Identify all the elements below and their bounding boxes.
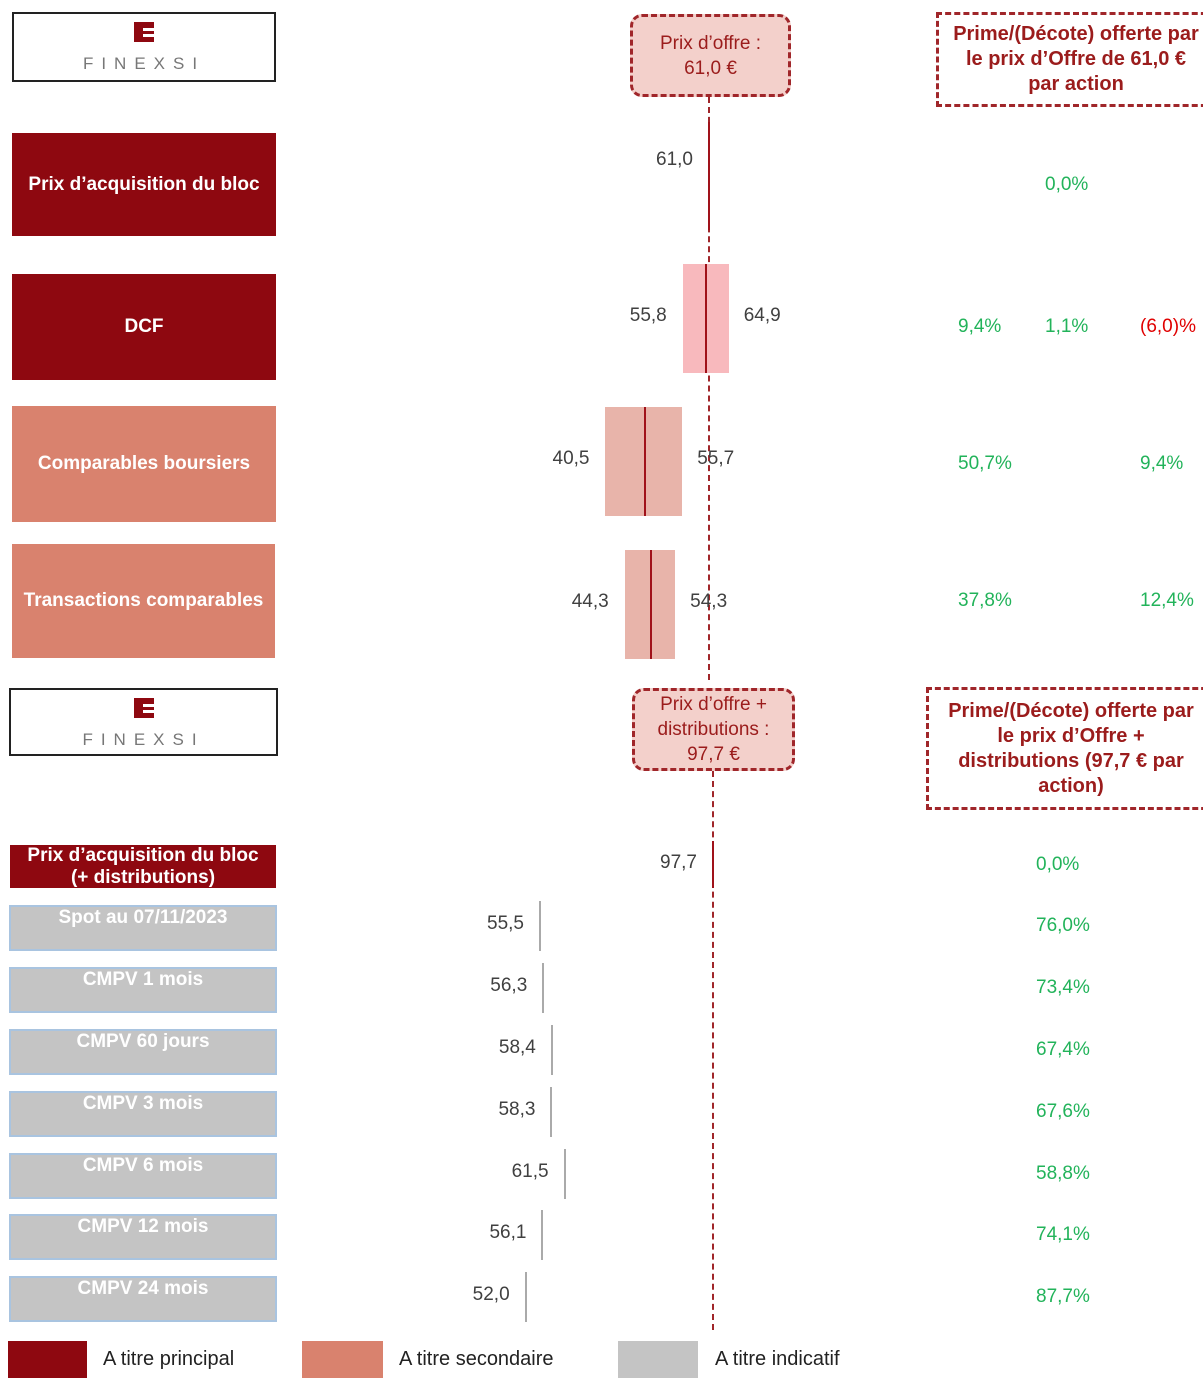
row-label: DCF [12, 274, 276, 380]
premium-header: Prime/(Décote) offerte par le prix d’Off… [926, 687, 1203, 810]
value-line [712, 841, 714, 888]
premium: 0,0% [1045, 173, 1089, 195]
range-bar [605, 407, 683, 516]
logo-icon [134, 22, 154, 42]
logo-icon [133, 698, 154, 718]
premium: 76,0% [1036, 915, 1090, 936]
legend-label: A titre secondaire [399, 1348, 554, 1370]
legend-label: A titre indicatif [715, 1348, 840, 1370]
value-line [550, 1087, 553, 1137]
value-label: 61,0 [656, 149, 693, 170]
value-line [563, 1149, 566, 1199]
premium: 0,0% [1036, 853, 1080, 875]
premium: 37,8% [958, 590, 1012, 611]
high-label: 55,7 [697, 447, 735, 469]
range-bar [624, 550, 676, 659]
mid-line [643, 407, 646, 516]
value-line [542, 963, 545, 1013]
row-label: Comparables boursiers [12, 406, 276, 522]
offer-line [708, 97, 710, 680]
low-label: 44,3 [571, 590, 609, 612]
premium-header: Prime/(Décote) offerte par le prix d’Off… [936, 12, 1203, 107]
premium: 9,4% [1140, 453, 1184, 474]
value-line [708, 122, 710, 230]
premium: 9,4% [958, 316, 1002, 337]
offer-value: 61,0 € [684, 57, 737, 79]
row-label: Spot au 07/11/2023 [9, 905, 277, 951]
offer-text: Prix d’offre + distributions : 97,7 € [647, 692, 780, 767]
value-line [524, 1272, 527, 1322]
premium: (6,0)% [1140, 316, 1196, 337]
value-label: 61,5 [511, 1161, 549, 1182]
value-label: 52,0 [472, 1284, 510, 1305]
premium: 87,7% [1036, 1286, 1090, 1307]
logo: FINEXSI [12, 12, 276, 82]
row-label: Prix d’acquisition du bloc [12, 133, 276, 236]
value-label: 56,1 [489, 1222, 527, 1243]
row-label: CMPV 1 mois [9, 967, 277, 1013]
premium: 74,1% [1036, 1224, 1090, 1245]
value-label: 56,3 [490, 975, 528, 996]
logo: FINEXSI [9, 688, 278, 756]
legend-swatch [302, 1341, 383, 1378]
logo-text: FINEXSI [82, 54, 206, 73]
offer-line [712, 771, 714, 1330]
mid-line [649, 550, 652, 659]
value-line [541, 1210, 544, 1260]
legend-swatch [618, 1341, 698, 1378]
premium: 50,7% [958, 453, 1012, 474]
row-label: Prix d’acquisition du bloc (+ distributi… [10, 845, 276, 888]
row-label: CMPV 12 mois [9, 1214, 277, 1260]
high-label: 64,9 [743, 304, 781, 326]
offer-value: 97,7 € [687, 744, 740, 765]
row-label: CMPV 3 mois [9, 1091, 277, 1137]
mid-line [704, 264, 707, 373]
premium: 73,4% [1036, 977, 1090, 998]
offer-box: Prix d’offre : 61,0 € [630, 14, 791, 97]
low-label: 55,8 [629, 304, 667, 326]
value-label: 58,4 [498, 1037, 536, 1058]
offer-box: Prix d’offre + distributions : 97,7 € [632, 688, 795, 771]
value-label: 55,5 [487, 913, 524, 934]
premium: 67,6% [1036, 1101, 1090, 1122]
high-label: 54,3 [690, 590, 728, 612]
premium: 67,4% [1036, 1039, 1090, 1060]
legend-label: A titre principal [103, 1348, 235, 1370]
row-label: CMPV 60 jours [9, 1029, 277, 1075]
offer-label: Prix d’offre : [659, 32, 762, 54]
value-label: 58,3 [498, 1099, 536, 1120]
row-label: Transactions comparables [12, 544, 275, 658]
row-label: CMPV 6 mois [9, 1153, 277, 1199]
value-line [550, 1025, 553, 1075]
offer-label: Prix d’offre + distributions : [657, 694, 770, 740]
value-label: 97,7 [660, 851, 697, 873]
value-line [538, 901, 541, 951]
legend-swatch [8, 1341, 87, 1378]
offer-text: Prix d’offre : 61,0 € [660, 31, 761, 81]
premium: 58,8% [1036, 1163, 1090, 1184]
logo-text: FINEXSI [82, 730, 205, 749]
low-label: 40,5 [552, 447, 590, 469]
row-label: CMPV 24 mois [9, 1276, 277, 1322]
premium: 1,1% [1045, 316, 1089, 337]
premium: 12,4% [1140, 590, 1194, 611]
